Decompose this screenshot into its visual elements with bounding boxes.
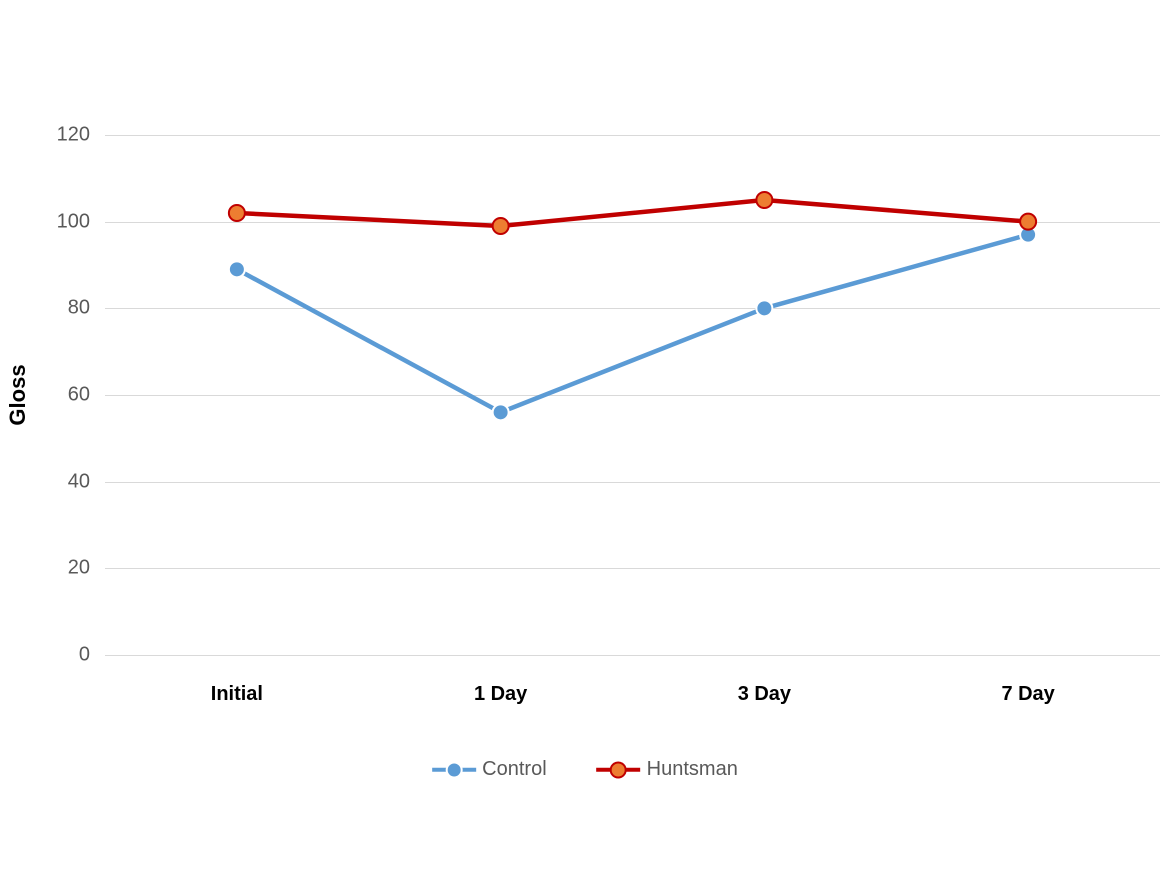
x-tick-label: 7 Day [1001,683,1054,706]
series-line [237,235,1028,413]
y-tick-label: 60 [40,384,90,407]
legend-item: Huntsman [597,758,738,781]
y-axis-title: Gloss [5,364,31,425]
legend-swatch [432,763,476,777]
series-marker [229,261,245,277]
x-tick-label: Initial [211,683,263,706]
legend-swatch [597,763,641,777]
plot-area: 020406080100120Initial1 Day3 Day7 Day [105,135,1160,655]
series-marker [493,404,509,420]
x-tick-label: 3 Day [738,683,791,706]
y-tick-label: 40 [40,470,90,493]
legend-marker-icon [446,761,463,778]
series-marker [493,218,509,234]
legend-item: Control [432,758,546,781]
y-tick-label: 0 [40,644,90,667]
x-tick-label: 1 Day [474,683,527,706]
y-tick-label: 20 [40,557,90,580]
series-marker [229,205,245,221]
legend-label: Huntsman [647,758,738,781]
gloss-line-chart: Gloss 020406080100120Initial1 Day3 Day7 … [0,0,1170,878]
series-marker [1020,214,1036,230]
legend-label: Control [482,758,546,781]
y-tick-label: 120 [40,124,90,147]
gridline [105,655,1160,656]
series-line [237,200,1028,226]
series-canvas [105,135,1160,655]
series-marker [756,192,772,208]
legend-marker-icon [610,761,627,778]
series-marker [756,300,772,316]
legend: Control Huntsman [432,758,738,781]
y-tick-label: 80 [40,297,90,320]
y-tick-label: 100 [40,210,90,233]
